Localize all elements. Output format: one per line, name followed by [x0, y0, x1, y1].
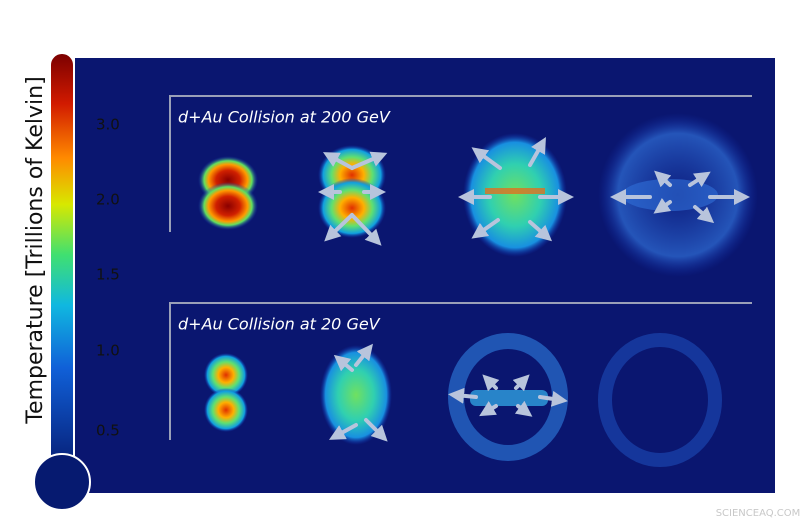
- blob: [318, 178, 386, 238]
- arrow: [654, 170, 672, 188]
- blob: [485, 188, 545, 194]
- colorbar-tick: 3.0: [96, 116, 120, 134]
- arrow: [528, 137, 546, 167]
- colorbar-tick: 1.0: [96, 342, 120, 360]
- colorbar-tick: 0.5: [96, 422, 120, 440]
- arrow: [350, 213, 382, 246]
- arrow: [354, 343, 373, 367]
- arrow: [364, 418, 388, 442]
- bracket: [169, 95, 752, 232]
- arrow: [528, 220, 553, 242]
- arrow: [693, 205, 715, 224]
- arrow: [328, 423, 358, 440]
- colorbar-label: Temperature [Trillions of Kelvin]: [23, 76, 48, 424]
- arrow: [514, 400, 533, 417]
- panel-20: d+Au Collision at 20 GeV: [169, 302, 752, 467]
- blob: [598, 333, 722, 467]
- colorbar-tick: 2.0: [96, 191, 120, 209]
- colorbar: Temperature [Trillions of Kelvin] 3.0 2.…: [23, 52, 120, 511]
- colorbar-bulb: [33, 453, 91, 511]
- arrow: [479, 401, 498, 417]
- bracket: [169, 302, 752, 440]
- arrow: [471, 147, 502, 170]
- arrow: [538, 390, 568, 407]
- arrow: [324, 213, 354, 242]
- arrow: [448, 387, 478, 404]
- arrow: [322, 152, 354, 170]
- blob: [204, 388, 248, 432]
- arrow: [350, 151, 388, 170]
- arrow: [688, 171, 711, 188]
- arrows: [318, 137, 750, 246]
- panel-title: d+Au Collision at 20 GeV: [178, 315, 381, 334]
- colorbar-tick: 1.5: [96, 266, 120, 284]
- arrow: [333, 354, 354, 372]
- colorbar-tube: [49, 52, 75, 474]
- panel-title: d+Au Collision at 200 GeV: [178, 108, 391, 127]
- blob: [470, 390, 548, 406]
- arrow: [482, 374, 500, 392]
- arrow: [653, 197, 672, 214]
- panel-200: d+Au Collision at 200 GeV: [169, 95, 758, 277]
- arrow: [512, 374, 530, 392]
- watermark: SCIENCEAQ.COM: [716, 508, 800, 519]
- arrow: [471, 218, 500, 239]
- blob: [198, 182, 258, 230]
- arrows: [328, 343, 568, 442]
- blob: [204, 353, 248, 397]
- blob: [320, 345, 392, 445]
